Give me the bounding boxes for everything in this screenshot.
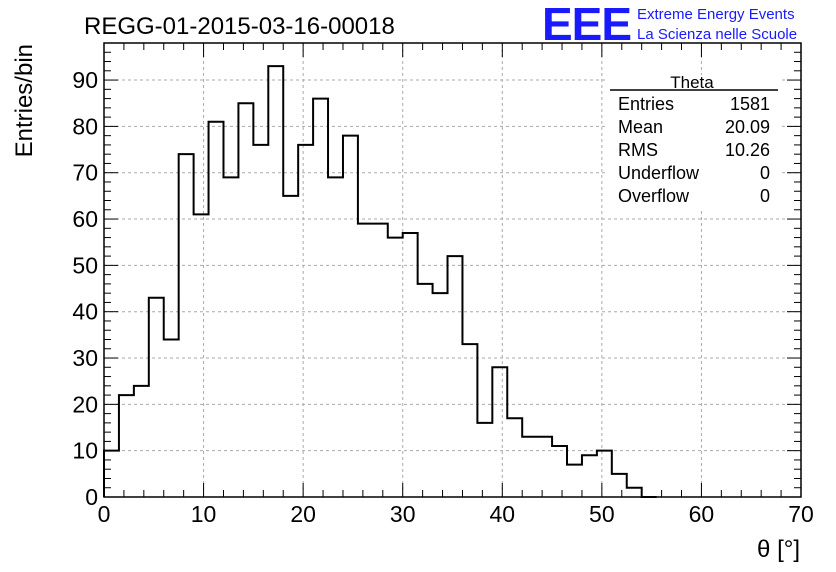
stats-row-value: 10.26: [725, 140, 770, 160]
histogram-bin: [448, 256, 463, 497]
y-tick-label: 50: [72, 252, 98, 278]
stats-row-label: Underflow: [618, 163, 700, 183]
histogram-series-line: [103, 65, 657, 498]
y-tick-label: 10: [72, 438, 98, 464]
y-tick-label: 70: [72, 160, 98, 186]
y-tick-label: 20: [72, 391, 98, 417]
y-axis-label: Entries/bin: [11, 44, 38, 157]
stats-row-value: 0: [760, 163, 770, 183]
histogram-bin: [612, 474, 627, 497]
histogram-bin: [388, 238, 403, 497]
project-name-line1: Extreme Energy Events: [637, 6, 795, 23]
x-axis-label: θ [°]: [757, 536, 800, 563]
histogram-bin: [373, 224, 388, 497]
histogram-bin: [328, 177, 343, 497]
histogram-bin: [522, 437, 537, 497]
histogram-bin: [477, 423, 492, 497]
histogram-bin: [627, 488, 642, 497]
stats-box: Theta Entries 1581 Mean 20.09 RMS 10.26 Underf…: [608, 73, 780, 209]
stats-rows: Entries 1581 Mean 20.09 RMS 10.26 Underflow 0 Ov…: [618, 94, 770, 206]
histogram-bin: [403, 233, 418, 497]
histogram-bin: [149, 298, 164, 497]
histogram-bins: [104, 66, 642, 497]
project-name-line2: La Scienza nelle Scuole: [637, 26, 797, 43]
histogram-bin: [223, 177, 238, 497]
y-tick-label: 60: [72, 206, 98, 232]
eee-logo: EEE Extreme Energy Events La Scienza nel…: [542, 0, 797, 50]
histogram-bin: [134, 386, 149, 497]
histogram-bin: [567, 465, 582, 497]
y-tick-labels: 0 10 20 30 40 50 60 70 80 90: [72, 67, 98, 510]
histogram-bin: [418, 284, 433, 497]
stats-box-background: [608, 75, 780, 209]
x-tick-label: 60: [689, 501, 715, 527]
histogram-bin: [209, 122, 224, 497]
stats-row-label: Mean: [618, 117, 663, 137]
y-tick-label: 80: [72, 113, 98, 139]
stats-row-label: RMS: [618, 140, 658, 160]
grid-lines: [104, 43, 801, 497]
histogram-bin: [194, 214, 209, 497]
histogram-bin: [507, 418, 522, 497]
histogram-bin: [238, 103, 253, 497]
histogram-bin: [179, 154, 194, 497]
histogram-bin: [433, 293, 448, 497]
histogram-bin: [104, 451, 119, 497]
histogram-bin: [492, 367, 507, 497]
x-tick-label: 10: [191, 501, 217, 527]
histogram-bin: [268, 66, 283, 497]
stats-row-label: Overflow: [618, 186, 690, 206]
stats-row-value: 20.09: [725, 117, 770, 137]
histogram-bin: [582, 455, 597, 497]
stats-row-label: Entries: [618, 94, 674, 114]
histogram-bin: [537, 437, 552, 497]
x-tick-labels: 0 10 20 30 40 50 60 70: [98, 501, 814, 527]
x-tick-label: 70: [788, 501, 814, 527]
histogram-bin: [253, 145, 268, 497]
plot-frame: [103, 42, 802, 498]
stats-box-title: Theta: [670, 73, 714, 92]
x-tick-label: 40: [489, 501, 515, 527]
y-tick-label: 30: [72, 345, 98, 371]
histogram-bin: [313, 99, 328, 497]
x-tick-label: 50: [589, 501, 615, 527]
histogram-bin: [462, 344, 477, 497]
histogram-bin: [358, 224, 373, 497]
stats-row-value: 1581: [730, 94, 770, 114]
x-tick-label: 20: [290, 501, 316, 527]
x-tick-label: 0: [98, 501, 111, 527]
histogram-bin: [119, 395, 134, 497]
histogram-bin: [298, 145, 313, 497]
axis-ticks: [103, 42, 802, 498]
y-tick-label: 90: [72, 67, 98, 93]
histogram-bin: [343, 136, 358, 497]
histogram-bin: [283, 196, 298, 497]
histogram-bin: [552, 446, 567, 497]
eee-logo-text: EEE: [542, 0, 631, 50]
x-tick-label: 30: [390, 501, 416, 527]
y-tick-label: 40: [72, 299, 98, 325]
y-tick-label: 0: [85, 484, 98, 510]
histogram-bin: [597, 451, 612, 497]
stats-row-value: 0: [760, 186, 770, 206]
histogram-bin: [164, 339, 179, 497]
chart-title: REGG-01-2015-03-16-00018: [84, 13, 395, 40]
